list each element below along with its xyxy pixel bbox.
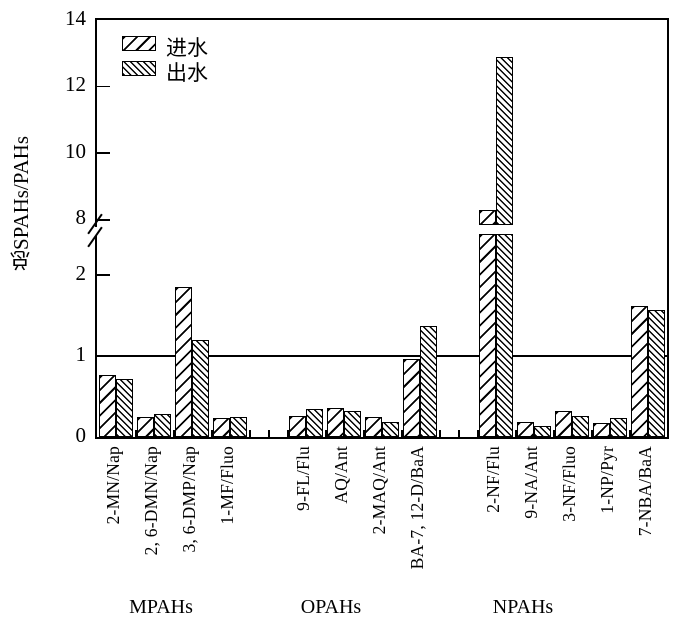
group-label-opahs: OPAHs [300, 596, 362, 618]
bar-out [344, 411, 361, 437]
x-axis-tick [363, 430, 365, 437]
x-category-label: 1-NP/Pyr [597, 446, 617, 514]
bar-out [116, 378, 133, 437]
x-category-label: 2-MAQ/Ant [369, 446, 389, 535]
bar-in [137, 416, 154, 437]
legend-item-in: 进水 [122, 36, 242, 60]
x-axis-tick [477, 430, 479, 437]
y-axis-tick-label: 12 [65, 72, 86, 97]
legend-label-out: 出水 [166, 61, 208, 85]
y-axis-tick-label: 2 [75, 260, 87, 285]
group-label-mpahs: MPAHs [129, 596, 193, 618]
bar-in [99, 374, 116, 437]
bar-in [175, 287, 192, 437]
bar-in [289, 415, 306, 437]
x-category-label: 2, 6-DMN/Nap [141, 446, 161, 556]
bar-in [593, 423, 610, 437]
x-axis-tick [458, 430, 460, 437]
x-axis-tick [211, 430, 213, 437]
bar-in [555, 411, 572, 437]
bar-out [534, 426, 551, 437]
bar-in [327, 407, 344, 437]
bar-out [382, 421, 399, 437]
bar-out [572, 415, 589, 437]
bar-in-lower-segment [479, 234, 496, 437]
bar-out [648, 309, 665, 437]
x-category-label: AQ/Ant [331, 446, 351, 504]
bar-in [365, 416, 382, 437]
x-category-label: 3, 6-DMP/Nap [179, 446, 199, 553]
x-axis-tick [325, 430, 327, 437]
x-axis-tick [287, 430, 289, 437]
x-axis-tick [268, 430, 270, 437]
y-axis-tick [97, 85, 110, 88]
x-category-label: 1-MF/Fluo [217, 446, 237, 525]
bar-out [230, 416, 247, 437]
x-axis-tick [591, 430, 593, 437]
bar-out [306, 408, 323, 437]
x-axis-tick [401, 430, 403, 437]
plot-area [95, 18, 669, 439]
y-axis-tick-label: 0 [75, 422, 87, 447]
bar-out [610, 418, 627, 437]
legend-item-out: 出水 [122, 61, 242, 85]
y-axis-tick-label: 1 [75, 341, 87, 366]
bar-out-upper-segment [496, 56, 513, 225]
reference-line-ratio-1 [97, 355, 667, 357]
bar-out-lower-segment [496, 234, 513, 437]
bar-out [154, 414, 171, 437]
x-axis-tick [249, 430, 251, 437]
bar-out [420, 326, 437, 437]
bar-in-upper-segment [479, 209, 496, 225]
x-axis-tick [135, 430, 137, 437]
y-axis-tick [97, 218, 110, 221]
legend-label-in: 进水 [166, 36, 208, 60]
bar-in [517, 421, 534, 437]
y-axis-tick-label: 14 [65, 5, 86, 30]
x-category-label: 2-NF/Flu [483, 446, 503, 513]
x-category-label: 3-NF/Fluo [559, 446, 579, 522]
bar-in [631, 305, 648, 437]
y-axis-tick-label: 10 [65, 138, 86, 163]
x-category-label: 9-NA/Ant [521, 446, 541, 519]
y-axis-tick [97, 274, 110, 276]
x-category-label: 7-NBA/BaA [635, 446, 655, 537]
y-axis-tick-label: 8 [75, 205, 87, 230]
group-label-npahs: NPAHs [492, 596, 554, 618]
legend-swatch-out-icon [122, 61, 156, 76]
x-axis-tick [553, 430, 555, 437]
x-axis-tick [439, 430, 441, 437]
legend-swatch-in-icon [122, 36, 156, 51]
x-axis-tick [173, 430, 175, 437]
x-axis-tick [515, 430, 517, 437]
y-axis-tick [97, 152, 110, 155]
x-axis-tick [629, 430, 631, 437]
bar-out [192, 339, 209, 437]
x-category-label: BA-7, 12-D/BaA [407, 446, 427, 570]
bar-in [403, 359, 420, 437]
x-category-label: 9-FL/Flu [293, 446, 313, 511]
bar-in [213, 418, 230, 437]
x-category-label: 2-MN/Nap [103, 446, 123, 525]
